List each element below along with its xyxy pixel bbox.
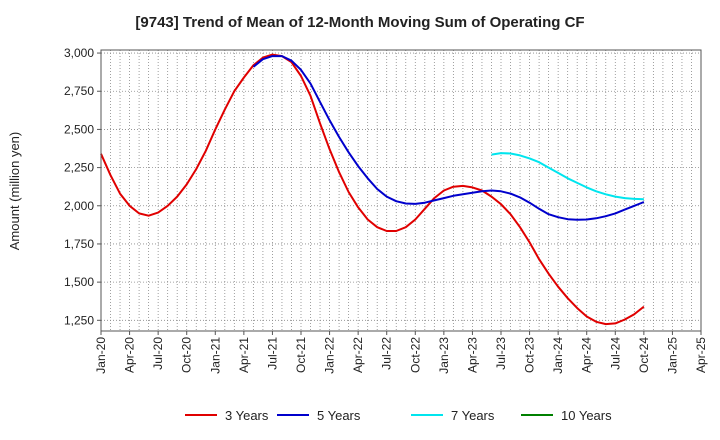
y-tick-labels: 1,250 1,500 1,750 2,000 2,250 2,500 2,750 3,000 bbox=[64, 46, 101, 327]
x-tick-label: Jul-23 bbox=[494, 337, 508, 370]
x-tick-label: Jan-25 bbox=[665, 337, 679, 374]
y-tick-label: 3,000 bbox=[64, 46, 94, 60]
y-tick-label: 1,250 bbox=[64, 313, 94, 327]
x-tick-label: Oct-23 bbox=[523, 337, 537, 373]
y-axis-label: Amount (million yen) bbox=[7, 132, 22, 251]
x-tick-label: Jul-20 bbox=[151, 337, 165, 370]
x-tick-label: Apr-24 bbox=[580, 337, 594, 373]
x-tick-label: Jan-20 bbox=[94, 337, 108, 374]
legend-label: 10 Years bbox=[561, 408, 612, 423]
x-tick-label: Jul-24 bbox=[608, 337, 622, 370]
y-tick-label: 1,750 bbox=[64, 237, 94, 251]
x-tick-label: Oct-24 bbox=[637, 337, 651, 373]
x-tick-label: Apr-23 bbox=[465, 337, 479, 373]
x-tick-label: Jan-24 bbox=[551, 337, 565, 374]
x-tick-label: Jul-22 bbox=[380, 337, 394, 370]
x-tick-label: Apr-21 bbox=[237, 337, 251, 373]
x-tick-label: Apr-25 bbox=[694, 337, 708, 373]
legend-label: 5 Years bbox=[317, 408, 361, 423]
x-tick-label: Oct-20 bbox=[180, 337, 194, 373]
y-tick-label: 2,500 bbox=[64, 122, 94, 136]
x-tick-label: Jan-21 bbox=[208, 337, 222, 374]
y-tick-label: 2,750 bbox=[64, 84, 94, 98]
series-line-7-years bbox=[491, 152, 644, 201]
x-tick-label: Apr-22 bbox=[351, 337, 365, 373]
series-layer bbox=[100, 53, 645, 326]
legend-label: 7 Years bbox=[451, 408, 495, 423]
legend-label: 3 Years bbox=[225, 408, 269, 423]
series-line-5-years bbox=[252, 55, 645, 221]
chart-title: [9743] Trend of Mean of 12-Month Moving … bbox=[135, 14, 584, 31]
grid bbox=[101, 50, 701, 331]
x-tick-label: Jan-23 bbox=[437, 337, 451, 374]
y-tick-label: 2,000 bbox=[64, 199, 94, 213]
x-tick-label: Oct-21 bbox=[294, 337, 308, 373]
x-tick-labels: Jan-20 Apr-20 Jul-20 Oct-20 Jan-21 Apr-21 Jul-… bbox=[94, 331, 708, 374]
x-tick-label: Apr-20 bbox=[123, 337, 137, 373]
legend: 3 Years 5 Years 7 Years 10 Years bbox=[185, 408, 612, 423]
x-tick-label: Jan-22 bbox=[323, 337, 337, 374]
plot-frame bbox=[100, 49, 702, 332]
x-tick-label: Oct-22 bbox=[408, 337, 422, 373]
y-tick-label: 1,500 bbox=[64, 275, 94, 289]
y-tick-label: 2,250 bbox=[64, 161, 94, 175]
series-line-3-years bbox=[100, 53, 645, 326]
x-tick-label: Jul-21 bbox=[265, 337, 279, 370]
